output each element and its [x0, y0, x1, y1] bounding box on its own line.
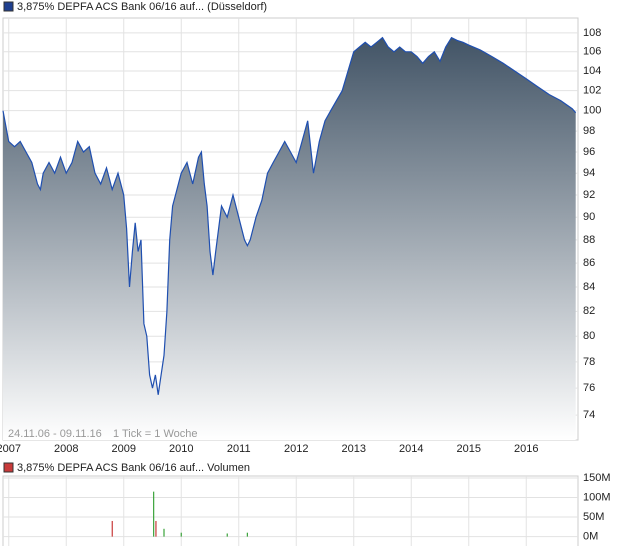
volume-bar: [111, 520, 113, 537]
y-tick-label: 106: [583, 46, 601, 58]
x-tick-label: 2014: [399, 443, 423, 455]
x-tick-label: 2010: [169, 443, 193, 455]
legend-swatch: [3, 462, 14, 473]
annotation: 24.11.06 - 09.11.16: [8, 428, 102, 440]
y-tick-label: 0M: [583, 531, 598, 543]
legend-title: 3,875% DEPFA ACS Bank 06/16 auf... Volum…: [17, 462, 250, 474]
volume-bar: [163, 528, 165, 537]
y-tick-label: 96: [583, 146, 595, 158]
y-tick-label: 92: [583, 189, 595, 201]
x-tick-label: 2007: [0, 443, 21, 455]
y-tick-label: 100M: [583, 491, 611, 503]
y-tick-label: 76: [583, 382, 595, 394]
x-tick-label: 2011: [227, 443, 251, 455]
y-tick-label: 150M: [583, 472, 611, 484]
y-tick-label: 50M: [583, 511, 604, 523]
y-tick-label: 98: [583, 125, 595, 137]
y-tick-label: 100: [583, 105, 601, 117]
y-tick-label: 88: [583, 234, 595, 246]
volume-bar: [153, 491, 155, 537]
legend-swatch: [3, 1, 14, 12]
annotation: 1 Tick = 1 Woche: [113, 428, 197, 440]
y-tick-label: 74: [583, 409, 595, 421]
x-tick-label: 2015: [457, 443, 481, 455]
plot-layer: 2007 2008 2009 2010 2011 2012 2013 2014 2015 2016…: [0, 18, 611, 546]
x-tick-label: 2012: [284, 443, 308, 455]
x-tick-label: 2013: [342, 443, 366, 455]
line: [2, 36, 577, 395]
y-tick-label: 90: [583, 211, 595, 223]
volume-bar: [226, 533, 228, 537]
volume-bar: [155, 520, 157, 537]
area: [3, 37, 576, 440]
y-tick-label: 78: [583, 356, 595, 368]
y-tick-label: 94: [583, 167, 595, 179]
y-tick-label: 102: [583, 85, 601, 97]
y-tick-label: 108: [583, 27, 601, 39]
x-tick-label: 2016: [514, 443, 538, 455]
y-tick-label: 84: [583, 281, 595, 293]
volume-bar: [180, 532, 182, 537]
legend-title: 3,875% DEPFA ACS Bank 06/16 auf... (Düss…: [17, 1, 267, 13]
x-tick-label: 2009: [112, 443, 136, 455]
volume-bar: [246, 532, 248, 537]
y-tick-label: 82: [583, 305, 595, 317]
x-tick-label: 2008: [54, 443, 78, 455]
volume-frame: [2, 475, 579, 549]
y-tick-label: 80: [583, 330, 595, 342]
y-tick-label: 104: [583, 65, 601, 77]
y-tick-label: 86: [583, 257, 595, 269]
